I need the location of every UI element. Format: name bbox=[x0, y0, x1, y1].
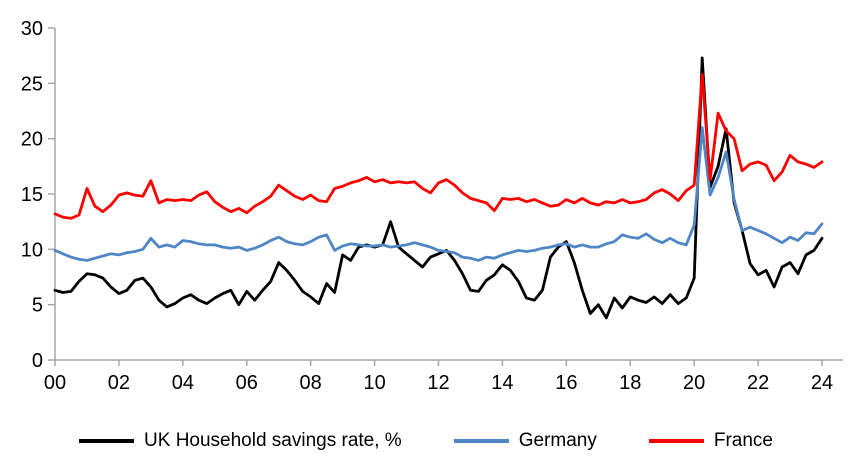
chart-legend: UK Household savings rate, % Germany Fra… bbox=[0, 430, 852, 452]
line-series-germany bbox=[53, 126, 824, 262]
legend-label-uk: UK Household savings rate, % bbox=[144, 430, 402, 451]
x-tick-label: 20 bbox=[683, 372, 705, 394]
y-tick-label: 20 bbox=[21, 129, 43, 151]
y-tick-label: 25 bbox=[21, 73, 43, 95]
y-tick-label: 15 bbox=[21, 184, 43, 206]
x-tick-label: 08 bbox=[300, 372, 322, 394]
x-tick-label: 10 bbox=[363, 372, 385, 394]
legend-label-france: France bbox=[713, 430, 773, 451]
plot-area: 0 5 10 15 20 25 30 00 02 04 06 08 10 12 14 16 18 20 22 24 bbox=[21, 18, 843, 394]
germany-line-swatch bbox=[453, 439, 509, 443]
legend-item-france: France bbox=[648, 430, 773, 452]
y-tick-label: 30 bbox=[21, 18, 43, 40]
x-tick-label: 02 bbox=[108, 372, 130, 394]
y-tick-label: 10 bbox=[21, 239, 43, 261]
x-tick-label: 04 bbox=[172, 372, 194, 394]
legend-label-germany: Germany bbox=[518, 430, 597, 451]
uk-line-swatch bbox=[79, 439, 135, 443]
x-tick-label: 24 bbox=[811, 372, 833, 394]
line-series-uk-household-savings-rate bbox=[53, 56, 824, 320]
x-tick-label: 12 bbox=[427, 372, 449, 394]
x-tick-label: 06 bbox=[236, 372, 258, 394]
line-series-france bbox=[53, 73, 824, 220]
france-line-swatch bbox=[648, 439, 704, 443]
y-tick-label: 5 bbox=[32, 295, 43, 317]
legend-item-germany: Germany bbox=[453, 430, 597, 452]
x-tick-label: 22 bbox=[747, 372, 769, 394]
x-tick-label: 14 bbox=[491, 372, 513, 394]
x-tick-label: 18 bbox=[619, 372, 641, 394]
x-tick-label: 16 bbox=[555, 372, 577, 394]
y-tick-label: 0 bbox=[32, 350, 43, 372]
x-tick-label: 00 bbox=[44, 372, 66, 394]
legend-item-uk: UK Household savings rate, % bbox=[79, 430, 402, 452]
